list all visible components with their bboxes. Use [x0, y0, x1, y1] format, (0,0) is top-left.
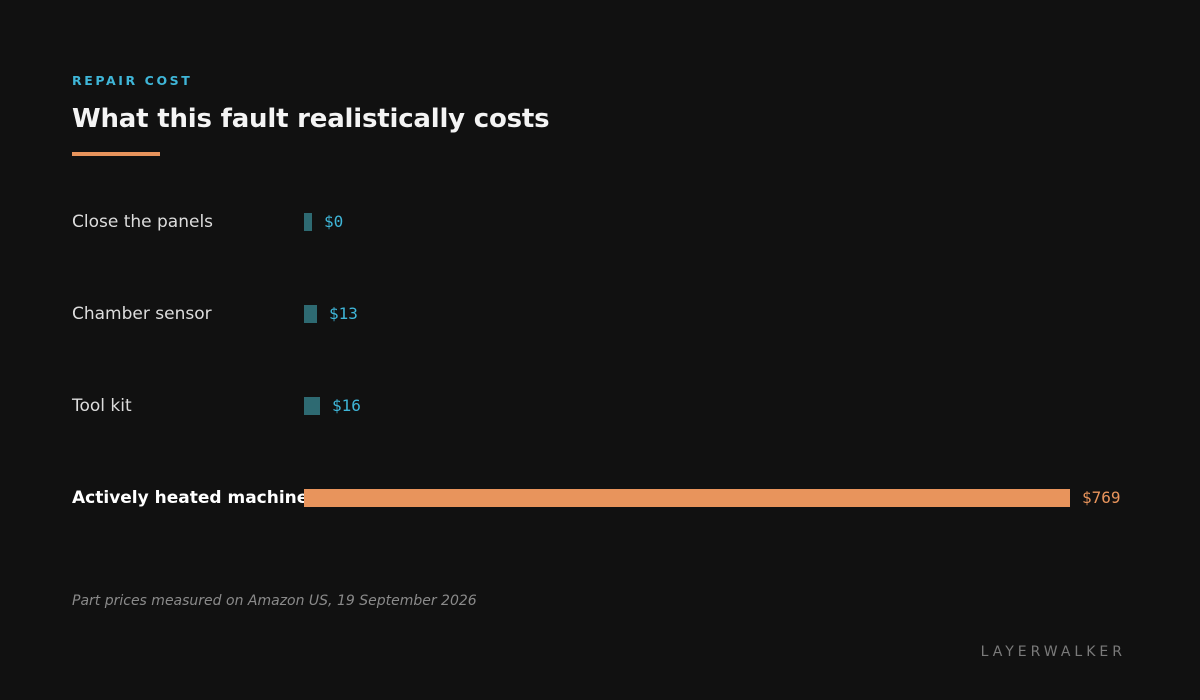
- bar-value-tool-kit: $16: [331, 396, 361, 415]
- bar-value-actively-heated-machine: $769: [1082, 488, 1121, 507]
- bar-row-chamber-sensor: Chamber sensor $13: [0, 304, 1200, 324]
- bar-close-the-panels: [304, 213, 312, 231]
- bar-value-chamber-sensor: $13: [328, 304, 358, 323]
- bar-actively-heated-machine: [304, 489, 1070, 507]
- bar-label-actively-heated-machine: Actively heated machine: [72, 488, 309, 508]
- source-footnote: Part prices measured on Amazon US, 19 Se…: [72, 593, 477, 609]
- bar-chamber-sensor: [304, 305, 317, 323]
- brand-wordmark: LAYERWALKER: [980, 644, 1126, 660]
- cost-bar-chart: Close the panels $0 Chamber sensor $13 Tool …: [0, 212, 1200, 508]
- bar-tool-kit: [304, 397, 320, 415]
- bar-row-close-the-panels: Close the panels $0: [0, 212, 1200, 232]
- bar-row-actively-heated-machine: Actively heated machine $769: [0, 488, 1200, 508]
- chart-title: What this fault realistically costs: [72, 104, 550, 134]
- bar-label-close-the-panels: Close the panels: [72, 212, 214, 232]
- section-eyebrow: REPAIR COST: [72, 73, 193, 88]
- bar-label-chamber-sensor: Chamber sensor: [72, 304, 212, 324]
- bar-label-tool-kit: Tool kit: [72, 396, 132, 416]
- title-underline: [72, 152, 160, 156]
- bar-row-tool-kit: Tool kit $16: [0, 396, 1200, 416]
- bar-value-close-the-panels: $0: [324, 212, 344, 231]
